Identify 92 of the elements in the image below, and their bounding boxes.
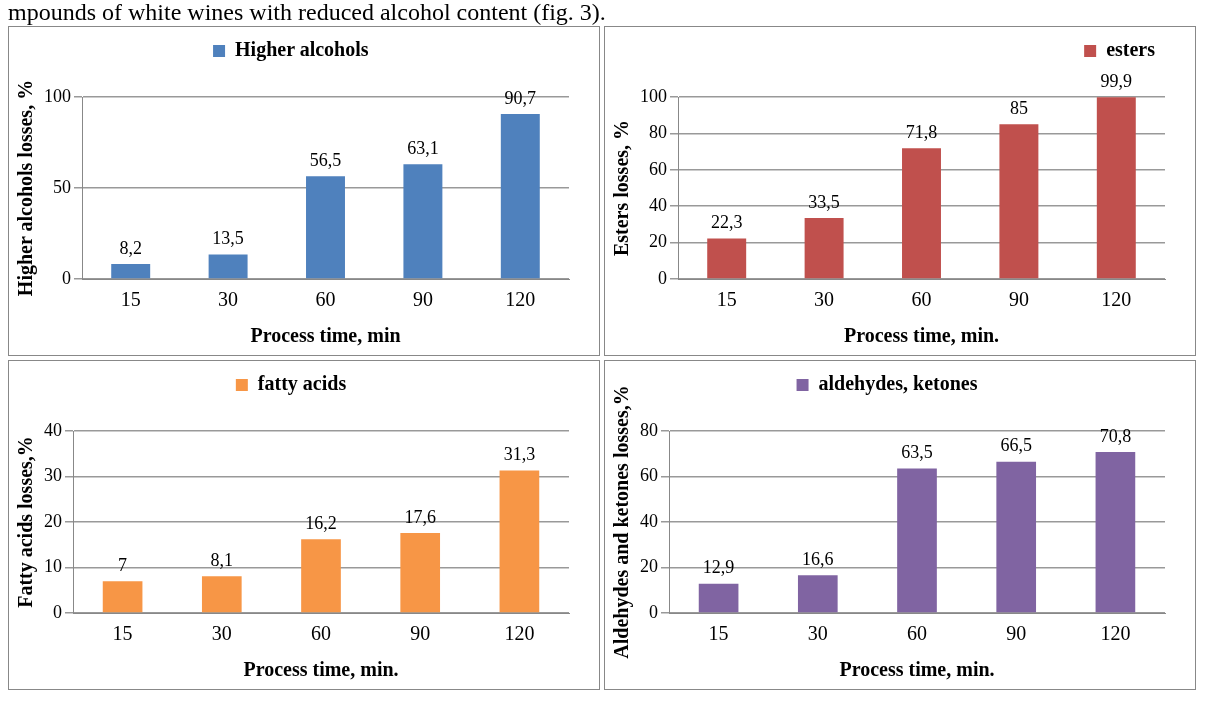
data-label: 33,5 — [808, 191, 840, 212]
data-label: 63,5 — [901, 442, 933, 463]
bar — [999, 124, 1039, 279]
y-axis-title: Esters losses, % — [610, 119, 633, 257]
y-tick-label: 100 — [640, 85, 667, 106]
x-tick-label: 120 — [1101, 288, 1132, 311]
y-tick-label: 10 — [44, 556, 62, 577]
data-label: 99,9 — [1100, 70, 1133, 91]
y-tick-label: 0 — [53, 601, 62, 622]
y-tick-label: 0 — [62, 267, 71, 288]
legend-label: fatty acids — [257, 372, 347, 396]
bar — [102, 581, 143, 613]
x-tick-label: 15 — [708, 622, 729, 645]
data-label: 16,2 — [305, 513, 337, 534]
y-axis-title: Aldehydes and ketones losses,% — [610, 385, 634, 659]
legend-label: Higher alcohols — [235, 38, 369, 62]
x-tick-label: 60 — [311, 622, 331, 645]
bar — [400, 532, 441, 613]
data-label: 8,1 — [210, 549, 234, 570]
y-tick-label: 80 — [649, 122, 667, 143]
legend-label: aldehydes, ketones — [818, 372, 978, 396]
data-label: 85 — [1009, 98, 1028, 119]
bar — [500, 113, 540, 279]
data-label: 71,8 — [905, 122, 938, 143]
y-tick-label: 20 — [640, 556, 658, 577]
bar — [902, 148, 941, 279]
x-tick-label: 15 — [120, 288, 141, 311]
x-tick-label: 90 — [1006, 622, 1027, 645]
y-tick-label: 100 — [44, 85, 71, 106]
data-label: 66,5 — [1000, 435, 1032, 456]
bar — [804, 218, 844, 279]
data-label: 22,3 — [710, 212, 743, 233]
bar — [897, 468, 937, 613]
bar — [1095, 451, 1136, 613]
x-tick-label: 30 — [211, 622, 232, 645]
y-tick-label: 0 — [649, 601, 658, 622]
y-tick-label: 40 — [640, 510, 658, 531]
x-tick-label: 60 — [315, 288, 336, 311]
data-label: 56,5 — [309, 149, 342, 170]
legend-label: esters — [1106, 38, 1156, 61]
data-label: 16,6 — [802, 548, 834, 569]
x-tick-label: 30 — [807, 622, 828, 645]
bar — [1096, 97, 1136, 279]
x-axis-title: Process time, min — [250, 324, 401, 347]
x-tick-label: 90 — [410, 622, 431, 645]
x-tick-label: 15 — [112, 622, 133, 645]
y-tick-label: 20 — [44, 510, 62, 531]
bar — [403, 164, 443, 279]
bar — [201, 576, 242, 613]
y-tick-label: 20 — [649, 231, 667, 252]
text: mpounds of white wines with reduced alcohol content (fig. 3). — [8, 0, 607, 26]
bar — [698, 583, 739, 613]
x-tick-label: 120 — [504, 622, 535, 645]
bar — [797, 575, 838, 613]
y-tick-label: 0 — [658, 267, 667, 288]
x-axis-title: Process time, min. — [843, 324, 1000, 347]
x-tick-label: 90 — [1008, 288, 1029, 311]
bar — [301, 539, 341, 613]
data-label: 63,1 — [407, 137, 439, 158]
y-axis-title: Fatty acids losses,% — [14, 436, 38, 608]
data-label: 17,6 — [404, 506, 436, 527]
x-axis-title: Process time, min. — [839, 658, 995, 681]
y-tick-label: 30 — [44, 465, 62, 486]
x-tick-label: 60 — [911, 288, 932, 311]
y-tick-label: 60 — [640, 465, 658, 486]
x-tick-label: 30 — [218, 288, 239, 311]
x-tick-label: 90 — [412, 288, 433, 311]
y-tick-label: 40 — [649, 194, 667, 215]
bar — [499, 470, 540, 613]
data-label: 7 — [118, 554, 128, 575]
x-tick-label: 30 — [814, 288, 835, 311]
data-label: 8,2 — [119, 237, 142, 258]
bar — [111, 264, 151, 279]
y-tick-label: 40 — [44, 419, 62, 440]
data-label: 13,5 — [212, 228, 244, 249]
x-tick-label: 120 — [1100, 622, 1131, 645]
data-label: 70,8 — [1099, 425, 1132, 446]
data-label: 12,9 — [702, 557, 735, 578]
data-label: 90,7 — [504, 87, 537, 108]
y-axis-title: Higher alcohols losses, % — [14, 79, 38, 297]
bar — [996, 461, 1037, 613]
x-tick-label: 15 — [716, 288, 737, 311]
y-tick-label: 60 — [649, 158, 667, 179]
y-tick-label: 50 — [53, 176, 71, 197]
bar — [208, 254, 248, 279]
bar — [707, 238, 747, 279]
data-label: 31,3 — [503, 444, 536, 465]
x-tick-label: 120 — [505, 288, 536, 311]
bar — [306, 176, 345, 279]
x-tick-label: 60 — [907, 622, 927, 645]
x-axis-title: Process time, min. — [243, 658, 399, 681]
y-tick-label: 80 — [640, 419, 658, 440]
